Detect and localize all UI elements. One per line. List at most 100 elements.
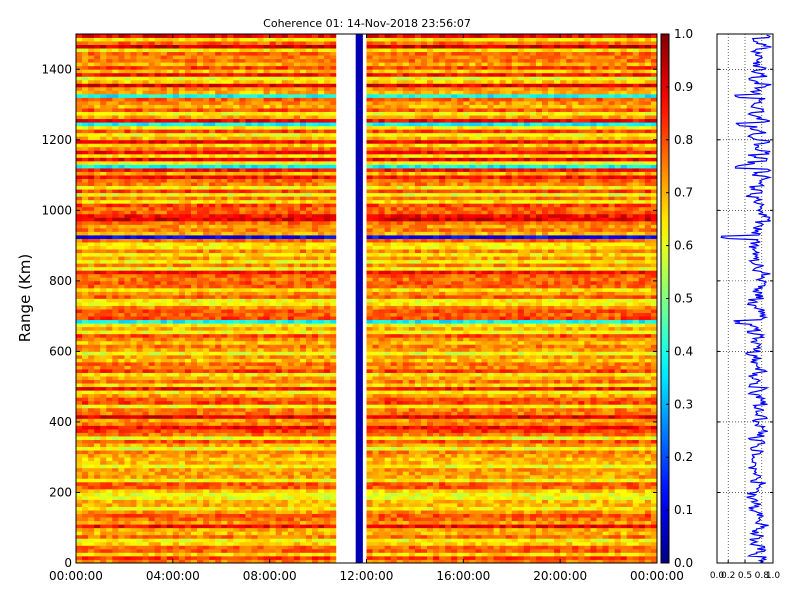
heatmap-cell [166, 235, 174, 239]
heatmap-cell [178, 495, 186, 500]
heatmap-cell [269, 168, 277, 172]
heatmap-cell [251, 390, 258, 395]
heatmap-cell [251, 270, 258, 275]
heatmap-cell [245, 287, 252, 292]
heatmap-cell [257, 527, 265, 532]
heatmap-cell [263, 414, 271, 419]
heatmap-cell [88, 41, 95, 45]
heatmap-cell [82, 418, 89, 423]
heatmap-cell [184, 485, 192, 490]
heatmap-cell [88, 199, 95, 204]
heatmap-cell [209, 93, 216, 98]
heatmap-cell [130, 358, 137, 363]
heatmap-cell [178, 347, 186, 352]
heatmap-cell [184, 160, 192, 165]
heatmap-cell [233, 383, 240, 388]
heatmap-cell [112, 407, 119, 412]
heatmap-cell [197, 44, 204, 49]
heatmap-cell [142, 369, 150, 373]
heatmap-cell [100, 58, 107, 63]
heatmap-cell [112, 559, 119, 564]
heatmap-cell [245, 90, 252, 95]
heatmap-cell [251, 414, 258, 419]
heatmap-cell [118, 178, 125, 183]
heatmap-cell [82, 55, 89, 60]
heatmap-cell [190, 157, 198, 162]
heatmap-cell [178, 224, 186, 229]
heatmap-cell [233, 203, 240, 208]
heatmap-cell [209, 83, 216, 88]
heatmap-cell [124, 249, 131, 254]
heatmap-cell [118, 252, 125, 257]
heatmap-cell [136, 227, 143, 232]
heatmap-cell [124, 157, 131, 162]
heatmap-cell [172, 386, 180, 391]
heatmap-cell [88, 93, 95, 98]
heatmap-cell [190, 294, 198, 299]
heatmap-cell [269, 347, 277, 352]
heatmap-cell [203, 270, 210, 275]
heatmap-cell [221, 125, 228, 130]
heatmap-cell [136, 273, 143, 278]
heatmap-cell [263, 118, 271, 123]
heatmap-cell [82, 524, 89, 529]
heatmap-cell [130, 58, 137, 63]
heatmap-cell [148, 428, 156, 433]
heatmap-cell [154, 411, 162, 416]
heatmap-cell [197, 122, 204, 127]
heatmap-cell [172, 273, 180, 278]
heatmap-cell [106, 249, 113, 254]
heatmap-cell [124, 414, 131, 419]
heatmap-cell [203, 62, 210, 67]
heatmap-cell [142, 108, 150, 112]
heatmap-cell [130, 383, 137, 388]
heatmap-cell [76, 90, 83, 95]
heatmap-cell [221, 361, 228, 366]
heatmap-cell [130, 555, 137, 560]
heatmap-cell [184, 51, 192, 56]
heatmap-cell [184, 337, 192, 342]
heatmap-cell [166, 520, 174, 525]
heatmap-cell [215, 464, 222, 469]
heatmap-cell [257, 118, 265, 123]
heatmap-cell [94, 421, 101, 426]
heatmap-cell [190, 471, 198, 476]
heatmap-cell [197, 319, 204, 324]
heatmap-cell [184, 139, 192, 144]
heatmap-cell [142, 555, 150, 560]
heatmap-cell [100, 340, 107, 345]
heatmap-cell [197, 263, 204, 268]
heatmap-cell [118, 122, 125, 127]
heatmap-cell [148, 471, 156, 476]
heatmap-cell [275, 499, 283, 504]
heatmap-cell [82, 471, 89, 476]
heatmap-cell [130, 376, 137, 381]
heatmap-cell [209, 270, 216, 275]
heatmap-cell [178, 527, 186, 532]
heatmap-cell [245, 55, 252, 60]
heatmap-cell [88, 517, 95, 522]
heatmap-cell [209, 164, 216, 169]
heatmap-cell [215, 242, 222, 246]
heatmap-cell [124, 175, 131, 179]
heatmap-cell [227, 58, 234, 63]
heatmap-cell [112, 129, 119, 134]
heatmap-cell [184, 474, 192, 479]
heatmap-cell [233, 453, 240, 458]
heatmap-cell [76, 548, 83, 553]
heatmap-cell [239, 541, 246, 546]
heatmap-cell [160, 488, 168, 493]
heatmap-cell [118, 319, 125, 324]
heatmap-cell [251, 178, 258, 183]
heatmap-cell [221, 354, 228, 359]
heatmap-cell [190, 115, 198, 120]
heatmap-cell [100, 481, 107, 486]
heatmap-cell [197, 153, 204, 158]
heatmap-cell [251, 545, 258, 550]
heatmap-cell [227, 446, 234, 451]
heatmap-cell [269, 439, 277, 444]
heatmap-cell [184, 559, 192, 564]
heatmap-cell [275, 439, 283, 444]
heatmap-cell [88, 224, 95, 229]
heatmap-cell [148, 270, 156, 275]
